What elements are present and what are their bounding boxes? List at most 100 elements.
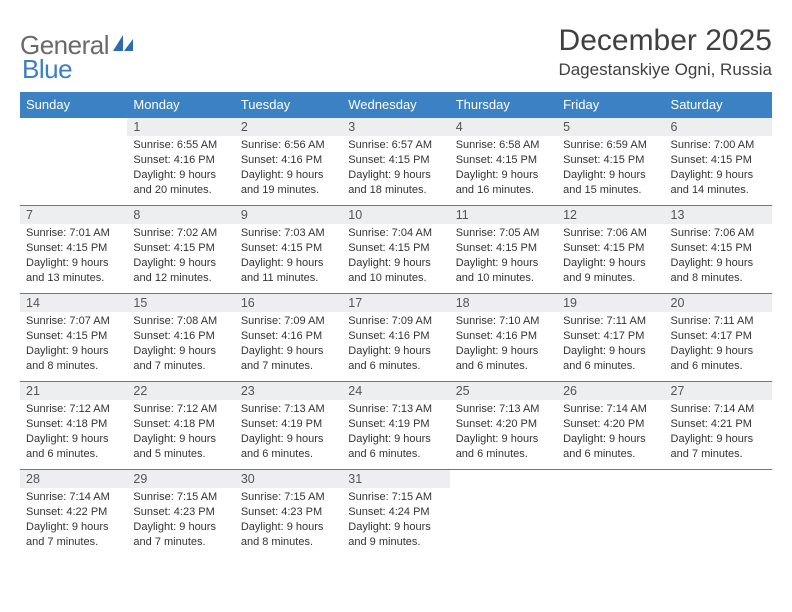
day-body: Sunrise: 7:11 AMSunset: 4:17 PMDaylight:…	[665, 312, 772, 377]
day-body: Sunrise: 7:04 AMSunset: 4:15 PMDaylight:…	[342, 224, 449, 289]
calendar-cell: 20Sunrise: 7:11 AMSunset: 4:17 PMDayligh…	[665, 293, 772, 381]
calendar-page: General December 2025 Dagestanskiye Ogni…	[0, 0, 792, 567]
day-number: 4	[450, 117, 557, 136]
day-number-empty	[450, 469, 557, 487]
calendar-cell: 14Sunrise: 7:07 AMSunset: 4:15 PMDayligh…	[20, 293, 127, 381]
day-body: Sunrise: 7:09 AMSunset: 4:16 PMDaylight:…	[342, 312, 449, 377]
calendar-week-row: 28Sunrise: 7:14 AMSunset: 4:22 PMDayligh…	[20, 469, 772, 557]
day-number: 15	[127, 293, 234, 312]
calendar-week-row: 14Sunrise: 7:07 AMSunset: 4:15 PMDayligh…	[20, 293, 772, 381]
month-title: December 2025	[558, 24, 772, 58]
day-number: 25	[450, 381, 557, 400]
calendar-cell: 18Sunrise: 7:10 AMSunset: 4:16 PMDayligh…	[450, 293, 557, 381]
day-body: Sunrise: 7:12 AMSunset: 4:18 PMDaylight:…	[127, 400, 234, 465]
calendar-body: 1Sunrise: 6:55 AMSunset: 4:16 PMDaylight…	[20, 117, 772, 557]
title-block: December 2025 Dagestanskiye Ogni, Russia	[558, 24, 772, 80]
day-number: 20	[665, 293, 772, 312]
calendar-head: SundayMondayTuesdayWednesdayThursdayFrid…	[20, 92, 772, 117]
calendar-cell: 15Sunrise: 7:08 AMSunset: 4:16 PMDayligh…	[127, 293, 234, 381]
logo-text-blue: Blue	[22, 54, 72, 84]
day-number: 10	[342, 205, 449, 224]
day-body: Sunrise: 7:15 AMSunset: 4:23 PMDaylight:…	[127, 488, 234, 553]
day-body: Sunrise: 6:59 AMSunset: 4:15 PMDaylight:…	[557, 136, 664, 201]
weekday-header: Wednesday	[342, 92, 449, 117]
calendar-cell: 22Sunrise: 7:12 AMSunset: 4:18 PMDayligh…	[127, 381, 234, 469]
day-number: 23	[235, 381, 342, 400]
day-body: Sunrise: 7:13 AMSunset: 4:19 PMDaylight:…	[235, 400, 342, 465]
calendar-cell: 6Sunrise: 7:00 AMSunset: 4:15 PMDaylight…	[665, 117, 772, 205]
calendar-cell	[557, 469, 664, 557]
calendar-cell: 11Sunrise: 7:05 AMSunset: 4:15 PMDayligh…	[450, 205, 557, 293]
day-body: Sunrise: 7:09 AMSunset: 4:16 PMDaylight:…	[235, 312, 342, 377]
day-body: Sunrise: 7:12 AMSunset: 4:18 PMDaylight:…	[20, 400, 127, 465]
calendar-cell: 7Sunrise: 7:01 AMSunset: 4:15 PMDaylight…	[20, 205, 127, 293]
day-body: Sunrise: 7:11 AMSunset: 4:17 PMDaylight:…	[557, 312, 664, 377]
calendar-cell	[450, 469, 557, 557]
day-body: Sunrise: 7:01 AMSunset: 4:15 PMDaylight:…	[20, 224, 127, 289]
calendar-cell: 13Sunrise: 7:06 AMSunset: 4:15 PMDayligh…	[665, 205, 772, 293]
calendar-cell: 10Sunrise: 7:04 AMSunset: 4:15 PMDayligh…	[342, 205, 449, 293]
weekday-row: SundayMondayTuesdayWednesdayThursdayFrid…	[20, 92, 772, 117]
day-number: 9	[235, 205, 342, 224]
day-number: 3	[342, 117, 449, 136]
day-body: Sunrise: 7:00 AMSunset: 4:15 PMDaylight:…	[665, 136, 772, 201]
calendar-cell: 25Sunrise: 7:13 AMSunset: 4:20 PMDayligh…	[450, 381, 557, 469]
logo-blue-wrap: Blue	[22, 54, 72, 85]
calendar-week-row: 21Sunrise: 7:12 AMSunset: 4:18 PMDayligh…	[20, 381, 772, 469]
weekday-header: Friday	[557, 92, 664, 117]
calendar-cell: 21Sunrise: 7:12 AMSunset: 4:18 PMDayligh…	[20, 381, 127, 469]
day-number: 5	[557, 117, 664, 136]
weekday-header: Sunday	[20, 92, 127, 117]
calendar-cell	[20, 117, 127, 205]
day-body: Sunrise: 7:07 AMSunset: 4:15 PMDaylight:…	[20, 312, 127, 377]
day-number: 22	[127, 381, 234, 400]
day-body: Sunrise: 6:56 AMSunset: 4:16 PMDaylight:…	[235, 136, 342, 201]
weekday-header: Thursday	[450, 92, 557, 117]
day-number: 2	[235, 117, 342, 136]
day-body: Sunrise: 7:05 AMSunset: 4:15 PMDaylight:…	[450, 224, 557, 289]
day-number: 17	[342, 293, 449, 312]
day-number: 21	[20, 381, 127, 400]
day-body: Sunrise: 7:10 AMSunset: 4:16 PMDaylight:…	[450, 312, 557, 377]
day-number: 24	[342, 381, 449, 400]
calendar-cell: 5Sunrise: 6:59 AMSunset: 4:15 PMDaylight…	[557, 117, 664, 205]
day-number: 30	[235, 469, 342, 488]
calendar-cell: 28Sunrise: 7:14 AMSunset: 4:22 PMDayligh…	[20, 469, 127, 557]
day-number: 12	[557, 205, 664, 224]
calendar-cell: 9Sunrise: 7:03 AMSunset: 4:15 PMDaylight…	[235, 205, 342, 293]
calendar-cell: 1Sunrise: 6:55 AMSunset: 4:16 PMDaylight…	[127, 117, 234, 205]
day-number: 16	[235, 293, 342, 312]
day-body: Sunrise: 7:06 AMSunset: 4:15 PMDaylight:…	[557, 224, 664, 289]
day-number: 29	[127, 469, 234, 488]
weekday-header: Tuesday	[235, 92, 342, 117]
day-number-empty	[665, 469, 772, 487]
calendar-week-row: 1Sunrise: 6:55 AMSunset: 4:16 PMDaylight…	[20, 117, 772, 205]
day-number-empty	[20, 117, 127, 135]
calendar-week-row: 7Sunrise: 7:01 AMSunset: 4:15 PMDaylight…	[20, 205, 772, 293]
day-body: Sunrise: 6:55 AMSunset: 4:16 PMDaylight:…	[127, 136, 234, 201]
calendar-cell: 2Sunrise: 6:56 AMSunset: 4:16 PMDaylight…	[235, 117, 342, 205]
calendar-cell: 19Sunrise: 7:11 AMSunset: 4:17 PMDayligh…	[557, 293, 664, 381]
calendar-cell: 30Sunrise: 7:15 AMSunset: 4:23 PMDayligh…	[235, 469, 342, 557]
calendar-cell: 3Sunrise: 6:57 AMSunset: 4:15 PMDaylight…	[342, 117, 449, 205]
day-body: Sunrise: 7:13 AMSunset: 4:19 PMDaylight:…	[342, 400, 449, 465]
day-number: 31	[342, 469, 449, 488]
day-body: Sunrise: 7:13 AMSunset: 4:20 PMDaylight:…	[450, 400, 557, 465]
calendar-cell: 23Sunrise: 7:13 AMSunset: 4:19 PMDayligh…	[235, 381, 342, 469]
weekday-header: Monday	[127, 92, 234, 117]
calendar-cell	[665, 469, 772, 557]
day-body: Sunrise: 7:14 AMSunset: 4:21 PMDaylight:…	[665, 400, 772, 465]
calendar-table: SundayMondayTuesdayWednesdayThursdayFrid…	[20, 92, 772, 557]
calendar-cell: 29Sunrise: 7:15 AMSunset: 4:23 PMDayligh…	[127, 469, 234, 557]
day-body: Sunrise: 7:15 AMSunset: 4:24 PMDaylight:…	[342, 488, 449, 553]
calendar-cell: 26Sunrise: 7:14 AMSunset: 4:20 PMDayligh…	[557, 381, 664, 469]
calendar-cell: 24Sunrise: 7:13 AMSunset: 4:19 PMDayligh…	[342, 381, 449, 469]
calendar-cell: 31Sunrise: 7:15 AMSunset: 4:24 PMDayligh…	[342, 469, 449, 557]
calendar-cell: 27Sunrise: 7:14 AMSunset: 4:21 PMDayligh…	[665, 381, 772, 469]
day-body: Sunrise: 7:08 AMSunset: 4:16 PMDaylight:…	[127, 312, 234, 377]
day-number: 18	[450, 293, 557, 312]
day-body: Sunrise: 7:03 AMSunset: 4:15 PMDaylight:…	[235, 224, 342, 289]
logo-sail-icon	[113, 35, 135, 58]
day-number: 7	[20, 205, 127, 224]
day-number: 8	[127, 205, 234, 224]
